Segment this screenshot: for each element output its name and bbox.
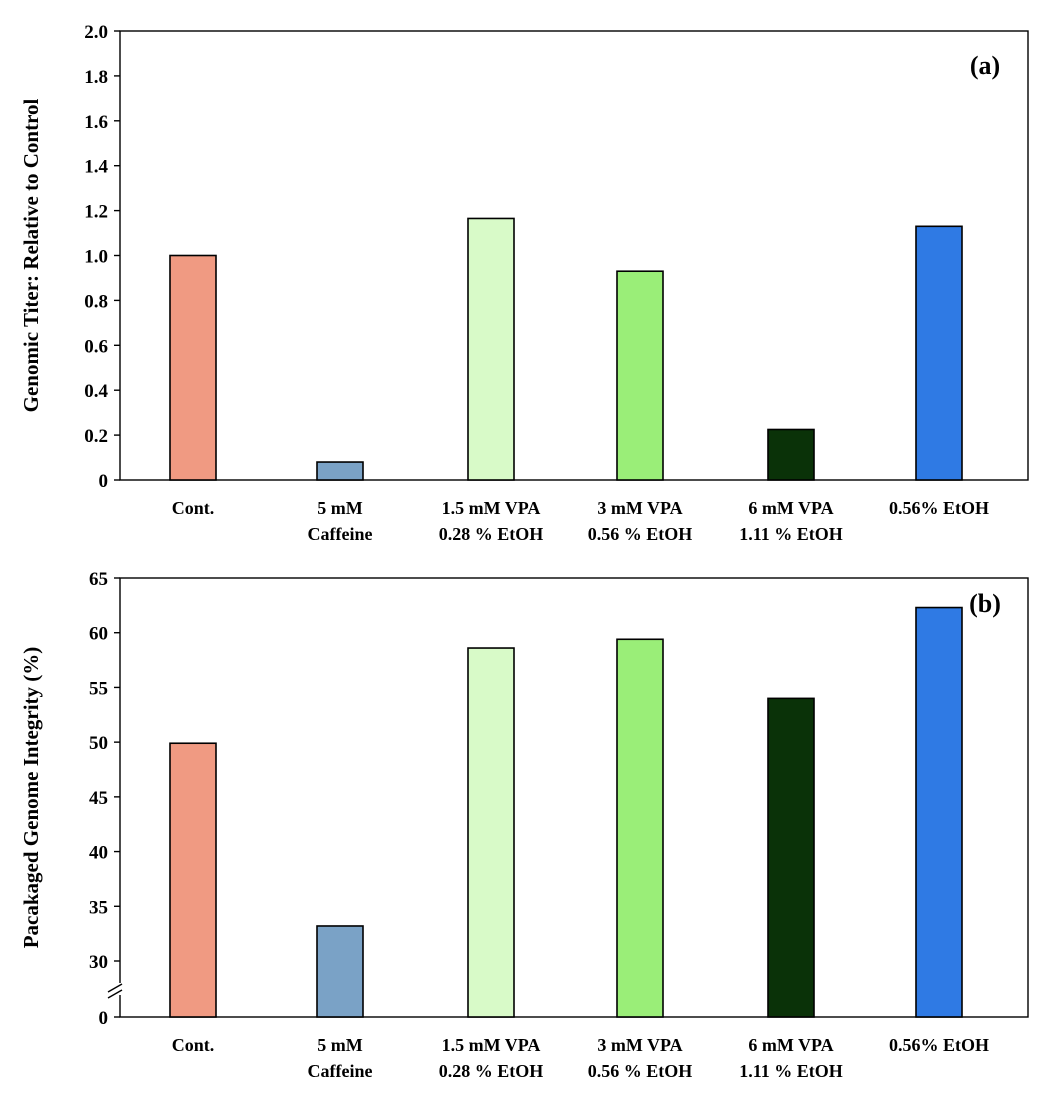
- y-tick-label: 60: [89, 624, 108, 645]
- category-label: 0.56 % EtOH: [588, 524, 693, 544]
- category-label: 6 mM VPA: [748, 1035, 833, 1055]
- category-label: 0.28 % EtOH: [439, 1061, 544, 1081]
- category-label: 1.11 % EtOH: [739, 524, 843, 544]
- bar-4: [767, 697, 815, 1018]
- bar-5: [915, 606, 963, 1018]
- category-label: 0.28 % EtOH: [439, 524, 544, 544]
- bar-1: [316, 461, 364, 481]
- category-label: 1.5 mM VPA: [442, 498, 541, 518]
- category-label: Caffeine: [308, 524, 373, 544]
- axis-break-mark: [107, 989, 123, 999]
- category-label: Cont.: [172, 498, 215, 518]
- axis-break-gap: [117, 983, 123, 995]
- axis-break-mark: [107, 983, 123, 993]
- y-tick-label: 1.2: [84, 202, 108, 223]
- bar-0: [169, 254, 217, 481]
- category-label: 0.56 % EtOH: [588, 1061, 693, 1081]
- category-label: 5 mM: [317, 498, 362, 518]
- plot-frame: [119, 30, 1029, 481]
- bar-5: [915, 225, 963, 481]
- category-label: 5 mM: [317, 1035, 362, 1055]
- category-label: 1.5 mM VPA: [442, 1035, 541, 1055]
- panel-b-chart: 0 30 35 40 45 50 55 60 65 Cont. 5 mM Caffeine 1.5 mM…: [19, 569, 1029, 1081]
- y-tick-label: 65: [89, 569, 108, 590]
- plot-frame: [119, 577, 1029, 1018]
- category-label: 1.11 % EtOH: [739, 1061, 843, 1081]
- y-tick-label: 2.0: [84, 22, 108, 43]
- panel-label: (b): [969, 589, 1001, 618]
- y-tick-label: 55: [89, 678, 108, 699]
- y-tick-label: 0: [99, 471, 109, 492]
- y-tick-label: 50: [89, 733, 108, 754]
- panel-label: (a): [970, 51, 1000, 80]
- y-tick-label: 1.0: [84, 247, 108, 268]
- y-tick-label: 1.4: [84, 157, 108, 178]
- y-tick-label: 40: [89, 843, 108, 864]
- y-tick-label: 0: [99, 1008, 109, 1029]
- category-label: 3 mM VPA: [597, 1035, 682, 1055]
- category-label: Caffeine: [308, 1061, 373, 1081]
- bar-0: [169, 742, 217, 1018]
- bar-4: [767, 428, 815, 481]
- bar-3: [616, 270, 664, 481]
- y-tick-label: 1.6: [84, 112, 108, 133]
- category-label: 0.56% EtOH: [889, 1035, 989, 1055]
- bar-1: [316, 925, 364, 1018]
- category-label: 0.56% EtOH: [889, 498, 989, 518]
- bar-3: [616, 638, 664, 1018]
- y-tick-label: 35: [89, 897, 108, 918]
- y-axis-title: Pacakaged Genome Integrity (%): [19, 647, 43, 949]
- y-tick-label: 0.6: [84, 336, 108, 357]
- y-tick-label: 45: [89, 788, 108, 809]
- category-label: 6 mM VPA: [748, 498, 833, 518]
- bar-2: [467, 647, 515, 1018]
- y-tick-label: 0.4: [84, 381, 108, 402]
- category-label: 3 mM VPA: [597, 498, 682, 518]
- category-label: Cont.: [172, 1035, 215, 1055]
- panel-a-chart: 0 0.2 0.4 0.6 0.8 1.0 1.2 1.4 1.6 1.8 2.0 Cont. 5 mM…: [19, 22, 1029, 544]
- y-axis-title: Genomic Titer: Relative to Control: [19, 98, 43, 412]
- y-tick-label: 1.8: [84, 67, 108, 88]
- y-tick-label: 30: [89, 952, 108, 973]
- y-tick-label: 0.2: [84, 426, 108, 447]
- y-tick-label: 0.8: [84, 291, 108, 312]
- bar-2: [467, 217, 515, 481]
